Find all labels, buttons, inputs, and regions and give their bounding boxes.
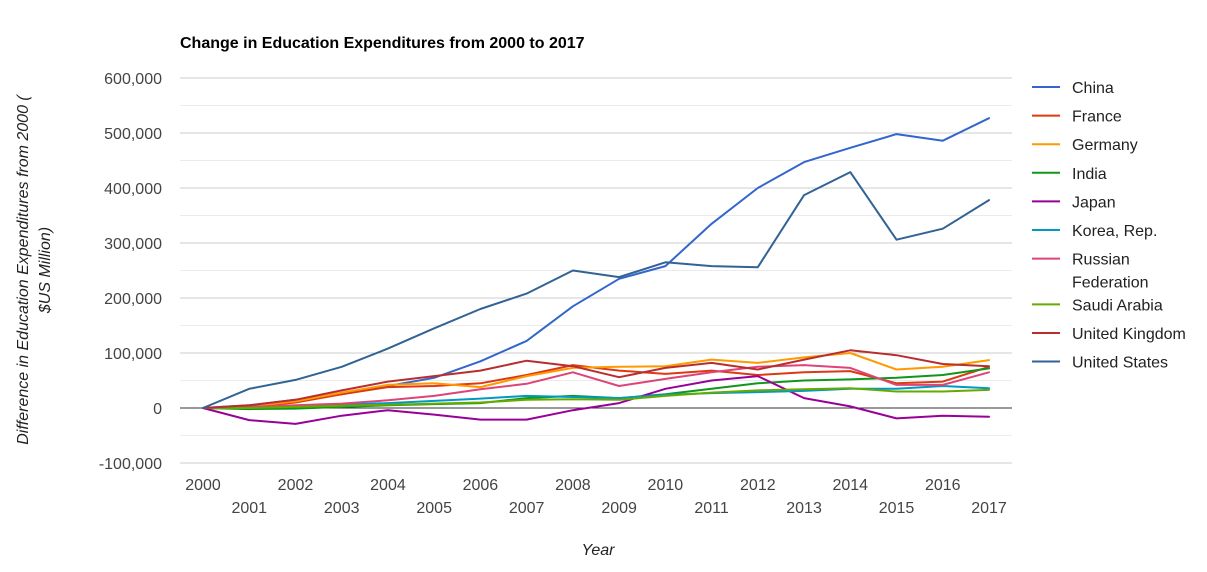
y-tick-label: -100,000: [99, 456, 162, 473]
legend-item-china: China: [1032, 80, 1114, 97]
legend-label: Federation: [1072, 275, 1149, 292]
x-tick-label: 2011: [694, 500, 729, 517]
legend-item-korea-rep: Korea, Rep.: [1032, 223, 1157, 240]
series-line-germany: [202, 352, 990, 409]
grid: [180, 77, 1012, 464]
series-line-saudi-arabia: [202, 387, 990, 409]
x-tick-label: 2001: [231, 500, 267, 517]
series-lines: [202, 117, 990, 425]
legend-label: Japan: [1072, 194, 1116, 211]
y-tick-label: 300,000: [104, 236, 162, 253]
series-line-united-kingdom: [202, 349, 990, 409]
x-tick-label: 2005: [416, 500, 452, 517]
y-tick-label: 0: [153, 401, 162, 418]
x-tick-label: 2014: [832, 477, 868, 494]
x-tick-label: 2000: [185, 477, 221, 494]
legend-item-france: France: [1032, 109, 1122, 126]
x-tick-label: 2002: [278, 477, 314, 494]
legend-label: Russian: [1072, 252, 1130, 269]
x-tick-label: 2008: [555, 477, 591, 494]
x-tick-label: 2007: [509, 500, 545, 517]
y-axis-title-line-2: $US Million): [37, 227, 54, 314]
series-line-russian-federation: [202, 364, 990, 409]
legend-item-saudi-arabia: Saudi Arabia: [1032, 297, 1163, 314]
series-line-japan: [202, 375, 990, 425]
legend-label: United States: [1072, 355, 1168, 372]
legend-label: Korea, Rep.: [1072, 223, 1157, 240]
x-tick-label: 2012: [740, 477, 776, 494]
x-axis-ticks: 2000 2001 2002 2003 2004 2005 2006 2007 2008 2009…: [185, 477, 1007, 517]
legend-label: United Kingdom: [1072, 326, 1186, 343]
y-axis-title-line-1: Difference in Education Expenditures fro…: [15, 94, 32, 445]
legend-label: India: [1072, 166, 1107, 183]
legend-item-united-states: United States: [1032, 355, 1168, 372]
legend: China France Germany India Japan Korea, Rep. R…: [1032, 80, 1186, 372]
x-tick-label: 2017: [971, 500, 1007, 517]
y-tick-label: 400,000: [104, 181, 162, 198]
series-line-united-states: [202, 171, 990, 409]
x-tick-label: 2016: [925, 477, 961, 494]
x-tick-label: 2015: [879, 500, 915, 517]
legend-item-india: India: [1032, 166, 1107, 183]
y-tick-label: 100,000: [104, 346, 162, 363]
x-axis-title: Year: [582, 542, 616, 559]
x-tick-label: 2006: [463, 477, 499, 494]
series-line-china: [202, 117, 990, 409]
x-tick-label: 2009: [601, 500, 637, 517]
x-tick-label: 2013: [786, 500, 822, 517]
legend-item-germany: Germany: [1032, 137, 1138, 154]
y-axis-title: Difference in Education Expenditures fro…: [15, 94, 54, 445]
x-tick-label: 2003: [324, 500, 360, 517]
y-tick-label: 200,000: [104, 291, 162, 308]
legend-label: France: [1072, 109, 1122, 126]
legend-label: China: [1072, 80, 1114, 97]
legend-label: Saudi Arabia: [1072, 297, 1163, 314]
legend-item-japan: Japan: [1032, 194, 1116, 211]
y-tick-label: 500,000: [104, 126, 162, 143]
legend-item-russian-federation: Russian Federation: [1032, 252, 1149, 292]
legend-label: Germany: [1072, 137, 1138, 154]
x-tick-label: 2004: [370, 477, 406, 494]
y-axis-ticks: -100,000 0 100,000 200,000 300,000 400,000 500…: [99, 71, 162, 473]
chart-title: Change in Education Expenditures from 20…: [180, 35, 585, 52]
x-tick-label: 2010: [648, 477, 684, 494]
y-tick-label: 600,000: [104, 71, 162, 88]
legend-item-united-kingdom: United Kingdom: [1032, 326, 1186, 343]
